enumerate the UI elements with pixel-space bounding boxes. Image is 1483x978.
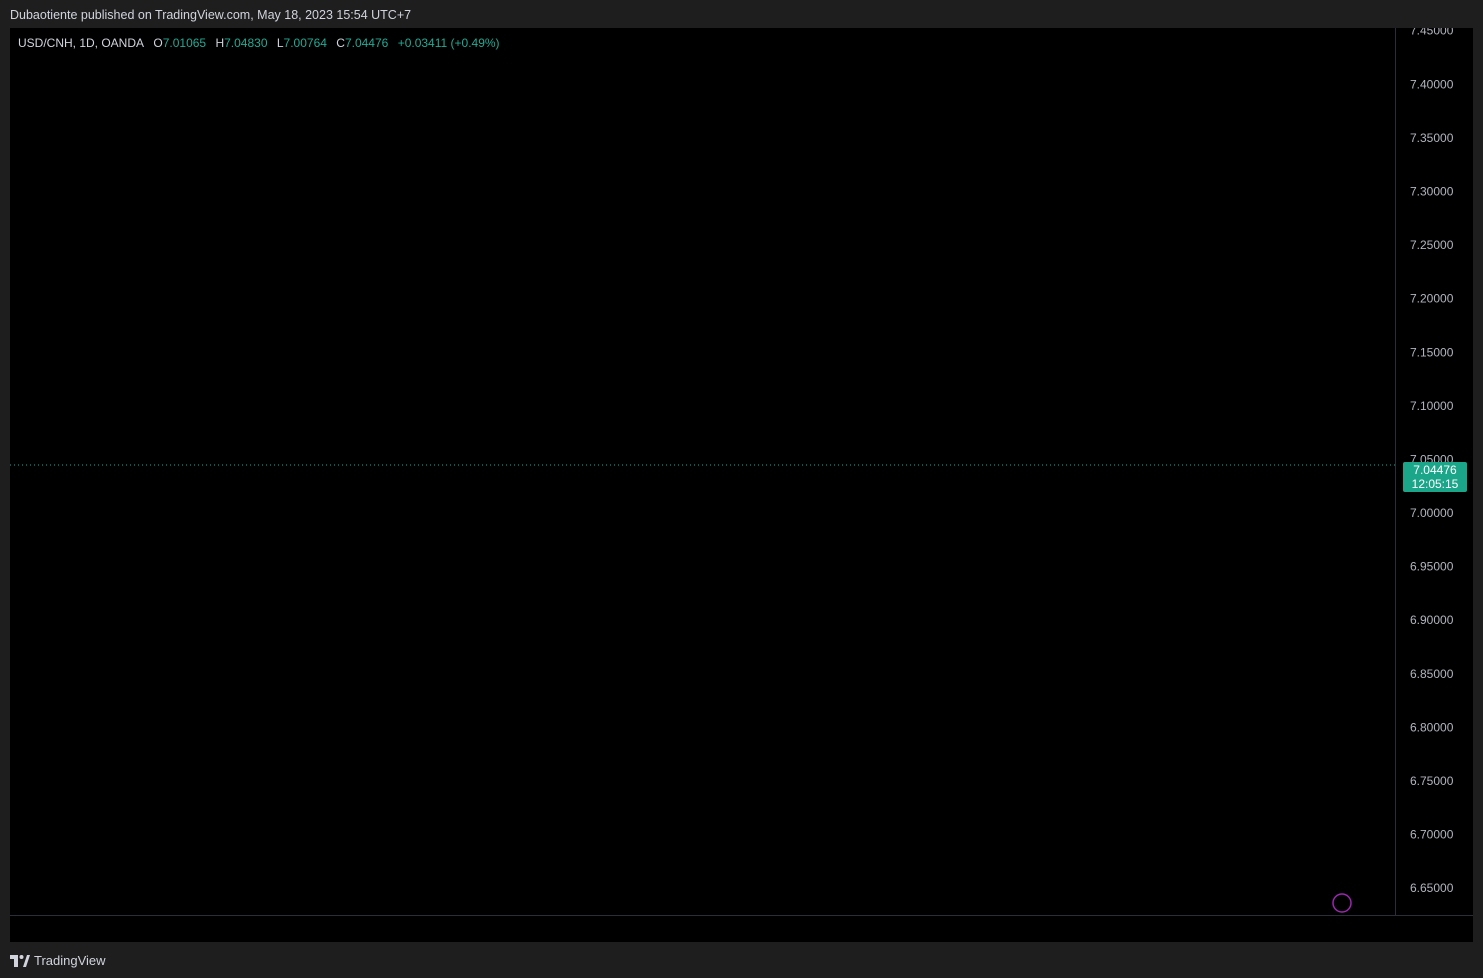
price-tick-label: 6.95000: [1410, 560, 1454, 574]
legend-c-label: C: [336, 36, 345, 50]
tradingview-brand: TradingView: [34, 953, 106, 968]
price-tick-label: 6.80000: [1410, 720, 1454, 734]
tradingview-icon: [10, 954, 30, 967]
legend-l-label: L: [276, 36, 284, 50]
price-tick-label: 6.70000: [1410, 828, 1454, 842]
legend-low: 7.00764: [283, 36, 327, 50]
price-tick-label: 7.40000: [1410, 77, 1454, 91]
legend-symbol: USD/CNH, 1D, OANDA: [18, 36, 145, 50]
legend-close: 7.04476: [344, 36, 389, 50]
price-tick-label: 7.00000: [1410, 506, 1454, 520]
last-price-value: 7.04476: [1413, 463, 1457, 477]
price-tick-label: 7.45000: [1410, 28, 1454, 38]
event-marker-icon: [1332, 893, 1352, 913]
legend-high: 7.04830: [224, 36, 268, 50]
price-tick-label: 6.90000: [1410, 613, 1454, 627]
price-tick-label: 7.15000: [1410, 345, 1454, 359]
candlestick-chart[interactable]: 7.45000 7.40000 7.35000 7.30000 7.25000 7.200…: [10, 28, 1473, 942]
tradingview-logo[interactable]: TradingView: [10, 953, 106, 968]
price-tick-label: 7.30000: [1410, 184, 1454, 198]
legend-h-label: H: [215, 36, 225, 50]
price-tick-label: 7.10000: [1410, 399, 1454, 413]
legend-o-label: O: [153, 36, 163, 50]
price-tick-label: 6.85000: [1410, 667, 1454, 681]
footer: TradingView: [0, 942, 1483, 978]
price-tick-label: 7.25000: [1410, 238, 1454, 252]
price-tick-label: 6.75000: [1410, 774, 1454, 788]
chart-area[interactable]: 7.45000 7.40000 7.35000 7.30000 7.25000 7.200…: [10, 28, 1473, 942]
bar-countdown: 12:05:15: [1411, 477, 1459, 491]
price-tick-label: 6.65000: [1410, 881, 1454, 895]
last-price-tag: 7.04476 12:05:15: [1403, 462, 1467, 492]
price-tick-label: 7.20000: [1410, 292, 1454, 306]
price-tick-label: 7.35000: [1410, 131, 1454, 145]
publish-info: Dubaotiente published on TradingView.com…: [10, 8, 412, 22]
ohlc-legend: USD/CNH, 1D, OANDA O7.01065 H7.04830 L7.…: [18, 36, 500, 50]
legend-change: +0.03411 (+0.49%): [397, 36, 500, 50]
legend-open: 7.01065: [162, 36, 207, 50]
publish-header: Dubaotiente published on TradingView.com…: [0, 0, 1483, 28]
